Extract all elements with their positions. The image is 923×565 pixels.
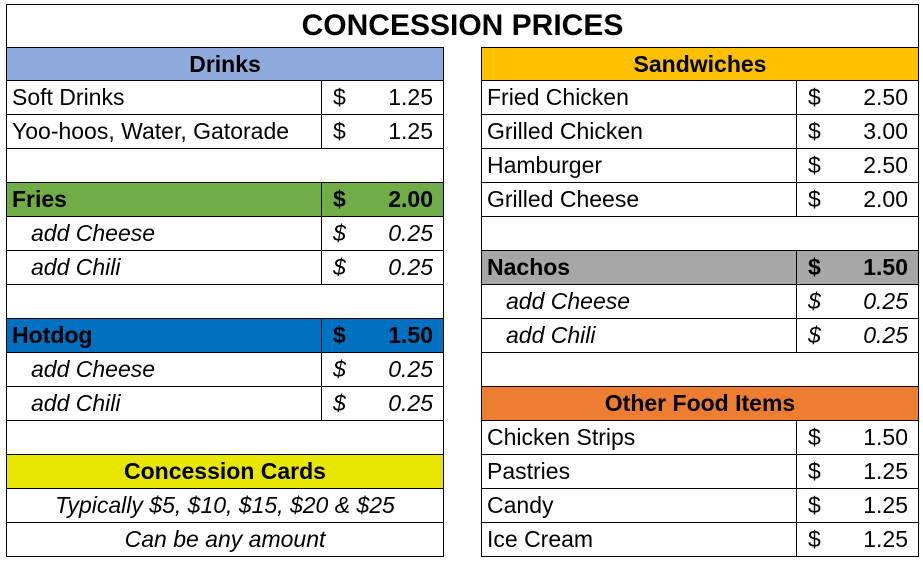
sandwiches-header-label: Sandwiches xyxy=(633,50,767,77)
item-name: Grilled Cheese xyxy=(487,186,640,212)
table-row: Pastries $1.25 xyxy=(481,455,919,489)
item-price: $1.25 xyxy=(796,489,918,522)
item-name: Hamburger xyxy=(487,152,603,178)
item-price: $2.00 xyxy=(321,183,443,216)
addon-price: $0.25 xyxy=(321,251,443,284)
table-row: Yoo-hoos, Water, Gatorade $1.25 xyxy=(6,115,444,149)
drinks-header-label: Drinks xyxy=(189,50,261,77)
item-price: $1.25 xyxy=(321,115,443,148)
addon-name: add Chili xyxy=(31,254,121,280)
table-row: Ice Cream $1.25 xyxy=(481,523,919,557)
addon-name: add Cheese xyxy=(31,220,156,246)
table-row: add Cheese $0.25 xyxy=(481,285,919,319)
hotdog-row: Hotdog $1.50 xyxy=(6,319,444,353)
addon-name: add Cheese xyxy=(506,288,631,314)
right-price-table: Sandwiches Fried Chicken $2.50 Grilled C… xyxy=(481,47,919,557)
table-row: add Cheese $0.25 xyxy=(6,353,444,387)
concession-cards-label: Concession Cards xyxy=(124,458,326,484)
item-name: Ice Cream xyxy=(487,526,594,552)
item-price: $1.50 xyxy=(796,251,918,284)
table-row: Grilled Chicken $3.00 xyxy=(481,115,919,149)
item-name: Grilled Chicken xyxy=(487,118,643,144)
item-name: Hotdog xyxy=(12,322,93,348)
table-row: Candy $1.25 xyxy=(481,489,919,523)
drinks-header: Drinks xyxy=(6,47,444,81)
item-name: Pastries xyxy=(487,458,571,484)
left-price-table: Drinks Soft Drinks $1.25 Yoo-hoos, Water… xyxy=(6,47,444,557)
item-price: $1.25 xyxy=(796,455,918,488)
item-name: Soft Drinks xyxy=(12,84,125,110)
item-name: Fries xyxy=(12,186,67,212)
item-price: $3.00 xyxy=(796,115,918,148)
concession-cards-line: Can be any amount xyxy=(6,523,444,557)
table-row: Grilled Cheese $2.00 xyxy=(481,183,919,217)
addon-name: add Cheese xyxy=(31,356,156,382)
item-price: $2.50 xyxy=(796,149,918,182)
addon-price: $0.25 xyxy=(321,387,443,420)
addon-name: add Chili xyxy=(31,390,121,416)
item-name: Chicken Strips xyxy=(487,424,636,450)
item-price: $1.50 xyxy=(796,421,918,454)
concession-cards-line: Typically $5, $10, $15, $20 & $25 xyxy=(6,489,444,523)
addon-price: $0.25 xyxy=(796,285,918,318)
table-row: add Chili $0.25 xyxy=(6,251,444,285)
spacer-row xyxy=(6,421,444,455)
sandwiches-header: Sandwiches xyxy=(481,47,919,81)
other-food-header: Other Food Items xyxy=(481,387,919,421)
table-row: Fried Chicken $2.50 xyxy=(481,81,919,115)
item-price: $2.50 xyxy=(796,81,918,114)
table-row: add Chili $0.25 xyxy=(481,319,919,353)
item-name: Fried Chicken xyxy=(487,84,629,110)
nachos-row: Nachos $1.50 xyxy=(481,251,919,285)
concession-cards-header: Concession Cards xyxy=(6,455,444,489)
item-price: $1.50 xyxy=(321,319,443,352)
table-row: Soft Drinks $1.25 xyxy=(6,81,444,115)
item-name: Candy xyxy=(487,492,554,518)
addon-price: $0.25 xyxy=(321,217,443,250)
item-price: $1.25 xyxy=(796,523,918,556)
table-row: add Chili $0.25 xyxy=(6,387,444,421)
table-row: Hamburger $2.50 xyxy=(481,149,919,183)
addon-price: $0.25 xyxy=(796,319,918,352)
other-food-header-label: Other Food Items xyxy=(604,390,796,416)
table-row: add Cheese $0.25 xyxy=(6,217,444,251)
spacer-row xyxy=(6,149,444,183)
spacer-row xyxy=(6,285,444,319)
addon-name: add Chili xyxy=(506,322,596,348)
item-name: Yoo-hoos, Water, Gatorade xyxy=(12,118,290,144)
page-title: CONCESSION PRICES xyxy=(6,4,919,47)
spacer-row xyxy=(481,217,919,251)
spacer-row xyxy=(481,353,919,387)
fries-row: Fries $2.00 xyxy=(6,183,444,217)
item-name: Nachos xyxy=(487,254,571,280)
table-row: Chicken Strips $1.50 xyxy=(481,421,919,455)
item-price: $2.00 xyxy=(796,183,918,216)
addon-price: $0.25 xyxy=(321,353,443,386)
item-price: $1.25 xyxy=(321,81,443,114)
